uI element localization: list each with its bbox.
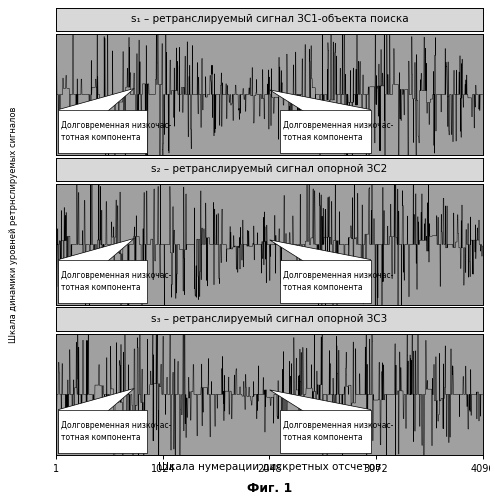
- Text: Шкала нумерации дискретных отсчетов: Шкала нумерации дискретных отсчетов: [158, 462, 381, 472]
- Text: Шкала динамики уровней ретрнслируемых сигналов: Шкала динамики уровней ретрнслируемых си…: [9, 107, 18, 343]
- Bar: [280, 110, 370, 154]
- Text: Долговременная низкочас-
тотная компонента: Долговременная низкочас- тотная компонен…: [61, 121, 172, 142]
- Text: Долговременная низкочас-
тотная компонента: Долговременная низкочас- тотная компонен…: [283, 421, 393, 442]
- Text: Долговременная низкочас-
тотная компонента: Долговременная низкочас- тотная компонен…: [283, 121, 393, 142]
- Text: s₂ – ретранслируемый сигнал опорной ЗС2: s₂ – ретранслируемый сигнал опорной ЗС2: [151, 164, 388, 174]
- Polygon shape: [270, 90, 370, 154]
- Bar: [58, 110, 147, 154]
- Polygon shape: [270, 240, 370, 304]
- Bar: [280, 260, 370, 304]
- Text: s₁ – ретранслируемый сигнал ЗС1-объекта поиска: s₁ – ретранслируемый сигнал ЗС1-объекта …: [131, 14, 408, 24]
- Text: Долговременная низкочас-
тотная компонента: Долговременная низкочас- тотная компонен…: [61, 421, 172, 442]
- Polygon shape: [270, 390, 370, 454]
- Polygon shape: [58, 388, 134, 454]
- Text: Долговременная низкочас-
тотная компонента: Долговременная низкочас- тотная компонен…: [61, 271, 172, 292]
- Bar: [58, 410, 147, 454]
- Text: Долговременная низкочас-
тотная компонента: Долговременная низкочас- тотная компонен…: [283, 271, 393, 292]
- Text: s₃ – ретранслируемый сигнал опорной ЗС3: s₃ – ретранслируемый сигнал опорной ЗС3: [151, 314, 388, 324]
- Bar: [280, 410, 370, 454]
- Polygon shape: [58, 238, 134, 304]
- Bar: [58, 260, 147, 304]
- Text: Фиг. 1: Фиг. 1: [247, 482, 292, 496]
- Polygon shape: [58, 88, 134, 154]
